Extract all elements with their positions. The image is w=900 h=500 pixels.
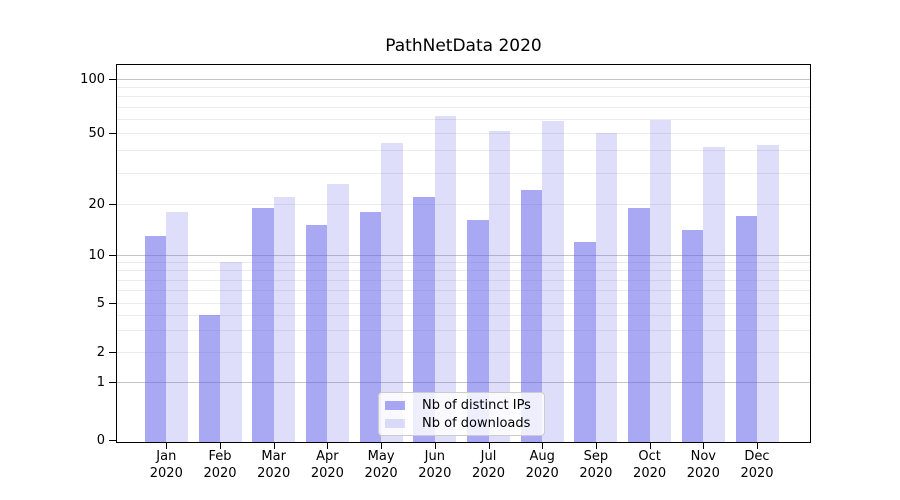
x-tick-mark: [757, 443, 758, 449]
y-tick-label: 100: [80, 72, 105, 87]
legend-entry-downloads: Nb of downloads: [385, 416, 544, 431]
x-tick-label: Aug 2020: [525, 449, 559, 481]
bar-distinct-ips: [467, 220, 489, 442]
y-tick-mark: [109, 79, 116, 80]
legend-entry-distinct-ips: Nb of distinct IPs: [385, 398, 544, 413]
legend-swatch-downloads: [385, 418, 405, 428]
bar-downloads: [703, 146, 725, 442]
x-tick-mark: [703, 443, 705, 449]
minor-gridline: [117, 96, 810, 98]
legend-label-distinct-ips: Nb of distinct IPs: [422, 397, 531, 413]
x-tick-label: Sep 2020: [579, 449, 613, 481]
x-tick-label: Jun 2020: [418, 449, 452, 481]
y-tick-label: 5: [96, 296, 105, 311]
minor-gridline: [117, 330, 810, 332]
y-tick-label: 2: [96, 345, 105, 360]
x-tick-label: Oct 2020: [633, 449, 667, 481]
bar-distinct-ips: [413, 196, 435, 442]
bar-distinct-ips: [574, 241, 596, 442]
bar-downloads: [757, 144, 779, 442]
major-gridline: [117, 255, 810, 256]
bar-downloads: [381, 142, 403, 442]
x-tick-label: Mar 2020: [257, 449, 291, 481]
y-tick-label: 50: [88, 126, 105, 141]
bar-distinct-ips: [735, 215, 757, 442]
x-tick-mark: [434, 443, 436, 449]
x-tick-mark: [488, 443, 490, 449]
plot-area: [116, 64, 811, 443]
x-tick-label: Jan 2020: [149, 449, 183, 481]
x-tick-label: Dec 2020: [740, 449, 774, 481]
y-tick-mark: [109, 133, 116, 134]
y-tick-label: 20: [88, 197, 105, 212]
y-tick-mark: [109, 255, 116, 256]
x-tick-mark: [595, 443, 597, 449]
minor-gridline: [117, 150, 810, 152]
minor-gridline: [117, 279, 810, 281]
x-tick-label: May 2020: [364, 449, 398, 481]
y-tick-mark: [109, 352, 116, 353]
bar-downloads: [327, 183, 349, 442]
bar-downloads: [273, 196, 296, 442]
x-tick-label: Nov 2020: [686, 449, 720, 481]
x-tick-mark: [381, 443, 383, 449]
x-tick-label: Feb 2020: [203, 449, 237, 481]
minor-gridline: [117, 262, 810, 264]
y-tick-label: 0: [96, 433, 105, 448]
minor-gridline: [117, 118, 810, 120]
minor-gridline: [117, 314, 810, 316]
y-tick-mark: [109, 440, 116, 441]
x-tick-mark: [166, 443, 168, 449]
minor-gridline: [117, 172, 810, 174]
x-tick-mark: [220, 443, 221, 449]
bar-downloads: [166, 211, 188, 442]
legend-label-downloads: Nb of downloads: [422, 415, 531, 431]
y-tick-mark: [109, 204, 116, 205]
bar-distinct-ips: [305, 225, 328, 442]
bar-downloads: [542, 121, 564, 442]
y-tick-label: 1: [96, 375, 105, 390]
x-tick-mark: [327, 443, 329, 449]
bar-distinct-ips: [252, 207, 274, 442]
chart-title: PathNetData 2020: [385, 36, 542, 56]
bar-distinct-ips: [681, 230, 704, 442]
minor-gridline: [117, 290, 810, 292]
bar-distinct-ips: [198, 314, 220, 442]
bar-downloads: [649, 120, 672, 442]
minor-gridline: [117, 270, 810, 272]
x-tick-label: Jul 2020: [471, 449, 506, 481]
minor-gridline: [117, 87, 810, 89]
bar-distinct-ips: [144, 235, 167, 442]
major-gridline: [117, 382, 810, 383]
x-tick-mark: [273, 443, 275, 449]
bar-downloads: [220, 262, 242, 442]
minor-gridline: [117, 303, 810, 304]
bar-downloads: [488, 131, 510, 442]
bar-distinct-ips: [628, 207, 650, 442]
minor-gridline: [117, 204, 810, 205]
minor-gridline: [117, 352, 810, 353]
y-tick-mark: [109, 303, 116, 304]
legend: Nb of distinct IPs Nb of downloads: [378, 392, 545, 436]
minor-gridline: [117, 106, 810, 108]
bar-downloads: [595, 133, 618, 442]
legend-swatch-distinct-ips: [385, 400, 405, 410]
x-tick-mark: [649, 443, 651, 449]
bar-distinct-ips: [520, 189, 543, 442]
x-tick-label: Apr 2020: [310, 449, 344, 481]
x-tick-mark: [542, 443, 544, 449]
minor-gridline: [117, 133, 810, 134]
y-tick-label: 10: [88, 248, 105, 263]
bar-distinct-ips: [359, 211, 382, 442]
y-tick-mark: [109, 382, 116, 383]
major-gridline: [117, 79, 810, 80]
bar-downloads: [434, 116, 457, 442]
